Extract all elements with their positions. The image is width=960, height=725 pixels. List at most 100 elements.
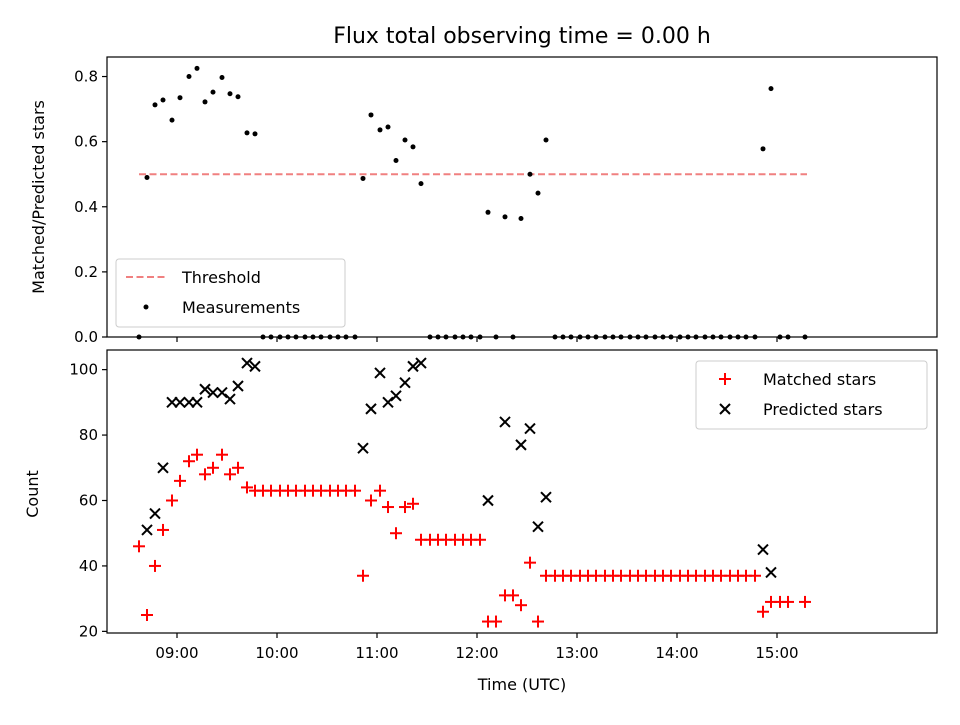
measurement-point — [543, 137, 549, 143]
predicted-star-marker — [365, 403, 377, 415]
legend-measurements-swatch — [143, 304, 149, 310]
x-tick-label: 13:00 — [555, 644, 598, 662]
bottom-legend-box — [695, 360, 928, 430]
y-tick-label: 60 — [79, 491, 98, 509]
predicted-star-marker — [515, 439, 527, 451]
y-tick-label: 0.6 — [74, 133, 98, 151]
measurement-point — [768, 86, 774, 92]
matched-star-marker — [532, 615, 544, 628]
measurement-point — [152, 102, 158, 108]
matched-star-marker — [782, 595, 794, 608]
measurement-point — [485, 209, 491, 215]
predicted-star-marker — [357, 442, 369, 454]
predicted-star-marker — [390, 390, 402, 402]
x-tick-label: 10:00 — [255, 644, 298, 662]
legend-predicted-label: Predicted stars — [763, 400, 883, 419]
predicted-star-marker — [382, 396, 394, 409]
predicted-star-marker — [407, 360, 419, 373]
x-tick-label: 11:00 — [355, 644, 398, 662]
predicted-star-marker — [232, 380, 244, 392]
matched-star-marker — [757, 605, 769, 618]
measurement-point — [194, 65, 200, 71]
y-tick-label: 0.0 — [74, 328, 98, 346]
top-x-ticks — [176, 337, 778, 342]
predicted-star-marker — [540, 491, 552, 503]
predicted-star-marker — [191, 396, 203, 409]
measurement-point — [402, 137, 408, 143]
top-axes-frame — [106, 56, 938, 338]
legend-measurements-label: Measurements — [182, 298, 300, 317]
matched-star-marker — [183, 455, 195, 468]
matched-star-marker — [507, 589, 519, 602]
measurement-point — [527, 171, 533, 177]
measurement-point — [418, 181, 424, 187]
predicted-star-marker — [241, 357, 253, 369]
measurement-point — [235, 94, 241, 100]
x-tick-label: 12:00 — [455, 644, 498, 662]
measurement-point — [535, 190, 541, 196]
bottom-axes-frame — [106, 349, 938, 634]
matched-star-marker — [174, 474, 186, 487]
matched-star-marker — [216, 448, 228, 461]
matched-star-marker — [224, 468, 236, 481]
y-tick-label: 0.8 — [74, 68, 98, 86]
predicted-star-marker — [224, 393, 236, 405]
measurement-point — [360, 175, 366, 181]
legend-predicted-swatch — [719, 403, 731, 415]
predicted-star-marker — [149, 507, 161, 520]
y-tick-label: 80 — [79, 426, 98, 444]
top-y-axis-label: Matched/Predicted stars — [29, 100, 48, 294]
measurement-point — [385, 124, 391, 130]
matched-star-marker — [390, 527, 402, 540]
top-legend-box — [115, 258, 346, 328]
predicted-star-marker — [216, 386, 228, 399]
measurement-point — [760, 146, 766, 152]
measurement-point — [202, 99, 208, 105]
measurement-point — [227, 91, 233, 97]
matched-star-marker — [207, 461, 219, 474]
measurement-point — [186, 74, 192, 80]
predicted-star-marker — [157, 462, 169, 474]
predicted-star-marker — [207, 386, 219, 399]
measurement-point — [169, 117, 175, 123]
y-tick-label: 0.2 — [74, 263, 98, 281]
bottom-y-ticks: 20 40 60 80 100 — [69, 361, 107, 640]
legend-matched-label: Matched stars — [763, 370, 876, 389]
predicted-star-marker — [199, 383, 211, 395]
matched-star-marker — [133, 540, 145, 553]
x-axis-label: Time (UTC) — [477, 675, 566, 694]
y-tick-label: 100 — [69, 361, 98, 379]
matched-star-marker — [166, 494, 178, 507]
x-tick-label: 15:00 — [755, 644, 798, 662]
measurement-point — [393, 158, 399, 164]
matched-star-marker — [241, 481, 253, 494]
legend-matched-swatch — [719, 373, 731, 385]
bottom-x-ticks: 09:00 10:00 11:00 12:00 13:00 14:00 15:00 — [155, 633, 799, 662]
matched-star-marker — [357, 569, 369, 582]
bottom-plot-marks — [133, 357, 811, 628]
matched-star-marker — [749, 569, 761, 582]
measurement-point — [210, 89, 216, 95]
matched-star-marker — [374, 484, 386, 497]
measurement-point — [410, 144, 416, 150]
bottom-legend: Matched stars Predicted stars — [695, 360, 928, 430]
predicted-star-marker — [141, 524, 153, 536]
x-tick-label: 14:00 — [655, 644, 698, 662]
measurement-point — [377, 127, 383, 133]
top-y-ticks: 0.0 0.2 0.4 0.6 0.8 — [74, 68, 107, 346]
chart-title: Flux total observing time = 0.00 h — [333, 24, 711, 49]
measurement-point — [160, 97, 166, 103]
predicted-star-marker — [174, 396, 186, 409]
predicted-star-marker — [482, 494, 494, 507]
matched-star-marker — [365, 494, 377, 507]
predicted-star-marker — [499, 416, 511, 428]
measurement-point — [177, 95, 183, 101]
predicted-star-marker — [532, 520, 544, 533]
bottom-y-axis-label: Count — [23, 470, 42, 518]
predicted-star-marker — [374, 367, 386, 379]
matched-star-marker — [407, 497, 419, 510]
predicted-star-marker — [765, 566, 777, 579]
measurement-point — [219, 75, 225, 81]
